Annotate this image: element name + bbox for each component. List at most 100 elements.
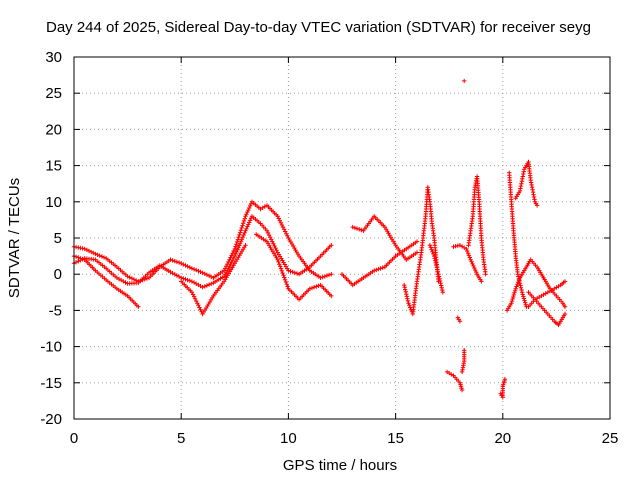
data-point bbox=[329, 243, 334, 248]
data-point bbox=[78, 256, 83, 261]
data-point bbox=[183, 277, 188, 282]
data-point bbox=[140, 277, 145, 283]
y-tick-label: 15 bbox=[45, 158, 62, 175]
data-point bbox=[237, 232, 242, 238]
data-point bbox=[191, 267, 197, 272]
data-point bbox=[326, 272, 332, 278]
x-tick-label: 25 bbox=[602, 430, 619, 447]
data-point bbox=[434, 262, 439, 268]
x-tick-label: 5 bbox=[177, 430, 185, 447]
data-point bbox=[521, 294, 526, 299]
data-point bbox=[509, 298, 515, 304]
data-layer bbox=[71, 78, 568, 400]
data-point bbox=[470, 261, 475, 267]
data-point bbox=[462, 78, 467, 84]
data-point bbox=[238, 241, 243, 246]
data-point bbox=[240, 234, 245, 240]
data-point bbox=[372, 268, 377, 273]
data-point bbox=[189, 266, 195, 271]
data-point bbox=[233, 244, 238, 249]
data-point bbox=[378, 266, 383, 271]
data-point bbox=[276, 259, 281, 265]
data-series-track-q bbox=[507, 170, 529, 309]
x-tick-label: 20 bbox=[494, 430, 511, 447]
data-point bbox=[290, 269, 295, 275]
data-point bbox=[329, 293, 334, 299]
data-point bbox=[174, 259, 180, 265]
data-point bbox=[239, 237, 245, 242]
data-point bbox=[237, 243, 242, 248]
data-point bbox=[438, 281, 443, 286]
data-point bbox=[474, 269, 479, 275]
data-point bbox=[275, 257, 280, 262]
data-point bbox=[288, 269, 293, 274]
chart-title: Day 244 of 2025, Sidereal Day-to-day VTE… bbox=[46, 19, 591, 36]
data-point bbox=[522, 298, 527, 303]
data-point bbox=[329, 272, 334, 277]
data-point bbox=[283, 279, 289, 285]
data-point bbox=[511, 294, 516, 300]
data-point bbox=[513, 286, 518, 291]
data-point bbox=[407, 303, 412, 308]
data-point bbox=[95, 252, 100, 257]
data-point bbox=[466, 253, 472, 258]
data-point bbox=[510, 296, 515, 302]
y-tick-label: 10 bbox=[45, 194, 62, 211]
data-point bbox=[278, 266, 284, 271]
data-point bbox=[206, 282, 212, 287]
data-point bbox=[520, 292, 525, 297]
data-point bbox=[246, 222, 251, 227]
data-point bbox=[284, 282, 289, 287]
data-point bbox=[246, 207, 251, 213]
data-point bbox=[286, 268, 291, 273]
data-point bbox=[440, 287, 445, 293]
data-series-track-l bbox=[459, 348, 467, 375]
data-point bbox=[472, 265, 477, 271]
data-point bbox=[232, 246, 237, 252]
data-point bbox=[138, 278, 143, 283]
data-point bbox=[97, 253, 102, 258]
data-point bbox=[80, 256, 85, 262]
data-point bbox=[232, 253, 237, 259]
data-point bbox=[277, 262, 282, 267]
data-series-track-u bbox=[526, 290, 568, 328]
data-series-track-m bbox=[455, 315, 463, 324]
data-point bbox=[233, 251, 238, 257]
y-tick-label: 5 bbox=[54, 230, 62, 247]
data-point bbox=[238, 228, 244, 233]
data-point bbox=[136, 304, 141, 309]
data-point bbox=[562, 304, 568, 309]
data-point bbox=[242, 216, 247, 221]
data-point bbox=[282, 277, 288, 282]
y-axis-label: SDTVAR / TECUs bbox=[6, 178, 23, 298]
data-point bbox=[235, 237, 241, 242]
data-point bbox=[515, 282, 520, 287]
data-point bbox=[285, 284, 290, 289]
data-point bbox=[479, 279, 484, 284]
data-point bbox=[430, 249, 435, 254]
data-point bbox=[427, 243, 433, 248]
data-point bbox=[99, 254, 105, 259]
data-point bbox=[136, 279, 141, 284]
y-tick-label: -10 bbox=[40, 339, 62, 356]
data-point bbox=[194, 267, 199, 273]
data-point bbox=[204, 283, 210, 288]
data-point bbox=[523, 300, 528, 305]
data-point bbox=[181, 276, 186, 281]
data-point bbox=[440, 290, 445, 295]
data-point bbox=[350, 224, 355, 230]
y-tick-label: -5 bbox=[49, 302, 62, 319]
data-point bbox=[465, 248, 470, 254]
data-point bbox=[311, 285, 317, 290]
data-point bbox=[318, 275, 323, 280]
data-point bbox=[314, 284, 319, 289]
data-series-track-p bbox=[498, 377, 508, 400]
data-series-track-a bbox=[71, 214, 334, 290]
data-point bbox=[187, 278, 192, 283]
data-point bbox=[562, 279, 568, 284]
data-point bbox=[514, 284, 519, 289]
data-point bbox=[202, 284, 207, 289]
data-point bbox=[465, 251, 471, 256]
data-point bbox=[467, 255, 472, 260]
